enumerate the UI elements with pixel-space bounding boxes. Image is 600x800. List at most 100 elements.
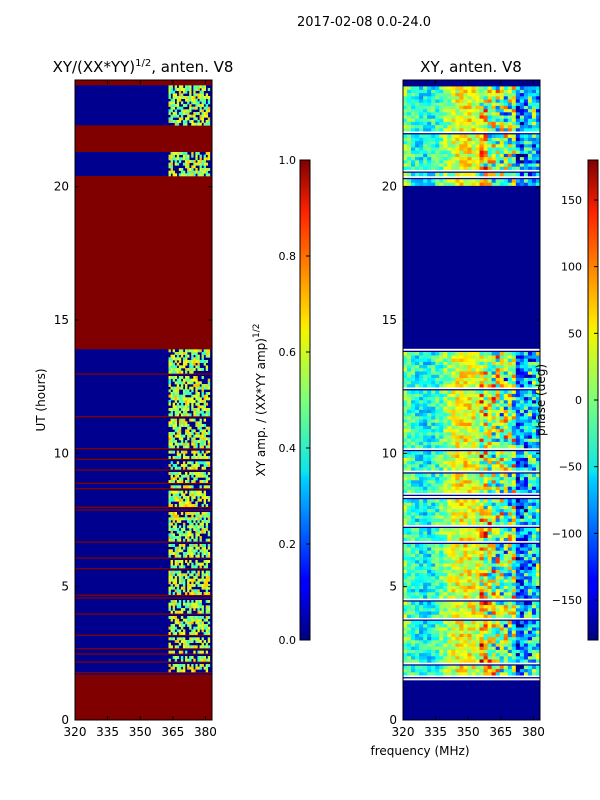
right-cell: [423, 531, 428, 535]
left-cell: [187, 466, 190, 470]
right-cell: [443, 396, 448, 401]
right-cell: [475, 371, 480, 375]
right-cell: [447, 406, 452, 410]
right-cell: [471, 576, 476, 580]
right-cell: [495, 179, 501, 183]
right-cell: [471, 505, 476, 510]
right-cell: [427, 412, 432, 417]
left-cell: [205, 642, 209, 646]
left-cell: [180, 424, 184, 427]
left-cell: [170, 376, 173, 379]
right-cell: [427, 547, 432, 551]
left-cell: [178, 98, 182, 102]
left-cell: [168, 378, 171, 382]
right-cell: [439, 640, 444, 644]
right-cell: [503, 377, 509, 382]
right-cell: [423, 409, 428, 414]
left-cell: [197, 610, 200, 614]
right-cell: [479, 643, 484, 647]
left-cell: [180, 168, 184, 171]
left-cell: [207, 586, 211, 590]
left-cell: [189, 517, 192, 521]
left-cell: [203, 645, 206, 649]
right-cell: [419, 566, 424, 570]
right-cell: [503, 585, 509, 590]
right-cell: [427, 163, 432, 167]
left-cell: [207, 514, 211, 518]
right-cell: [431, 374, 436, 378]
right-cell: [415, 624, 420, 628]
right-cell: [403, 464, 408, 468]
right-cell: [459, 467, 464, 471]
right-cell: [531, 576, 537, 580]
right-cell: [403, 371, 408, 375]
right-cell: [407, 579, 412, 583]
left-cell: [174, 656, 178, 659]
right-cell: [423, 515, 428, 519]
right-cell: [523, 377, 529, 382]
left-cell: [205, 437, 209, 441]
right-blank-stripe: [403, 470, 540, 473]
right-cell: [447, 172, 452, 177]
left-cell: [185, 165, 188, 169]
left-cell: [176, 490, 180, 494]
left-cell: [176, 520, 180, 523]
right-cell: [423, 588, 428, 593]
right-cell: [527, 595, 533, 599]
right-cell: [475, 585, 480, 590]
right-cell: [455, 547, 460, 551]
right-cell: [519, 179, 525, 183]
right-cell: [411, 464, 416, 468]
left-cell: [178, 624, 182, 627]
right-cell: [511, 601, 517, 606]
left-cell: [191, 546, 194, 550]
left-cell: [168, 109, 171, 113]
left-cell: [189, 504, 192, 507]
left-cell: [201, 480, 204, 483]
left-cell: [174, 360, 178, 363]
cb-label-exponent: 1/2: [252, 324, 262, 338]
right-cell: [435, 512, 440, 516]
right-cell: [519, 672, 525, 676]
left-cell: [193, 410, 196, 414]
left-flag-stripe: [75, 568, 212, 570]
right-cell: [419, 518, 424, 522]
left-cell: [168, 456, 171, 459]
right-cell: [471, 377, 476, 382]
left-cell: [207, 120, 211, 123]
left-cell: [197, 173, 200, 177]
right-cell: [467, 512, 472, 516]
right-cell: [419, 672, 424, 676]
left-cell: [193, 496, 196, 499]
right-cell: [411, 556, 416, 561]
right-cell: [531, 636, 537, 641]
left-cell: [178, 538, 182, 542]
left-cell: [199, 621, 202, 625]
left-cell: [178, 168, 182, 171]
right-cell: [419, 396, 424, 401]
right-cell: [503, 576, 509, 580]
left-cell: [168, 549, 171, 553]
right-cell: [519, 528, 525, 532]
left-cell: [189, 666, 192, 670]
right-cell: [491, 646, 496, 650]
right-cell: [419, 633, 424, 638]
right-cell: [451, 371, 456, 375]
right-cell: [435, 364, 440, 369]
left-cell: [178, 466, 182, 470]
right-cell: [471, 403, 476, 407]
left-cell: [174, 112, 178, 115]
right-cell: [519, 489, 525, 494]
right-cell: [403, 393, 408, 398]
right-cell: [451, 553, 456, 558]
right-cell: [535, 576, 540, 580]
right-cell: [515, 480, 521, 484]
left-cell: [174, 565, 178, 569]
right-cell: [535, 604, 540, 609]
left-cell: [197, 578, 200, 582]
right-cell: [411, 604, 416, 609]
right-cell: [427, 396, 432, 401]
left-cell: [197, 592, 200, 595]
right-cell: [499, 172, 505, 177]
right-cell: [439, 432, 444, 436]
